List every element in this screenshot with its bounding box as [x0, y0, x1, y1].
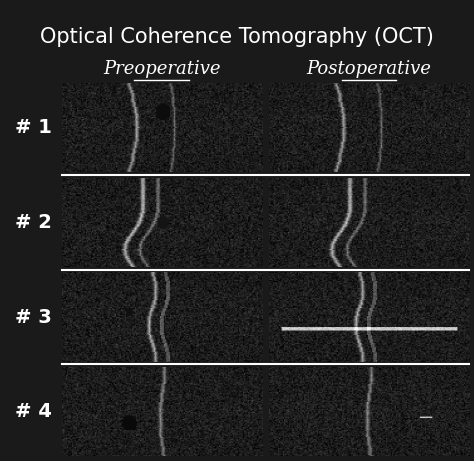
Text: # 3: # 3 — [15, 307, 52, 326]
Text: Optical Coherence Tomography (OCT): Optical Coherence Tomography (OCT) — [40, 27, 434, 47]
Text: # 2: # 2 — [15, 213, 52, 232]
Text: # 4: # 4 — [15, 402, 52, 421]
Text: Preoperative: Preoperative — [103, 60, 220, 78]
Text: # 1: # 1 — [15, 118, 52, 137]
Text: Postoperative: Postoperative — [307, 60, 431, 78]
